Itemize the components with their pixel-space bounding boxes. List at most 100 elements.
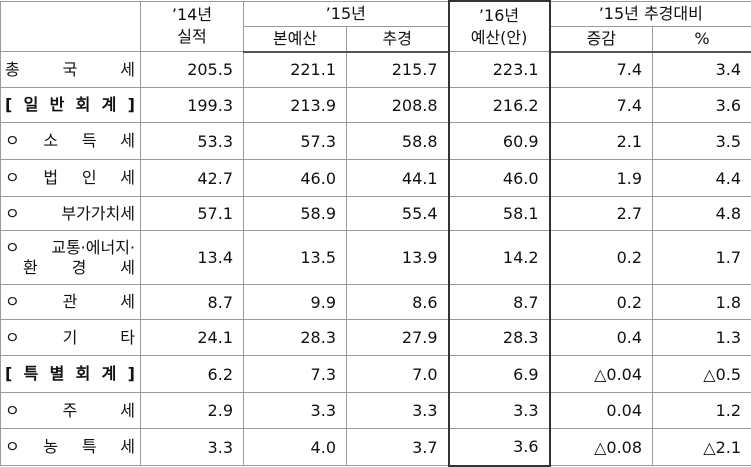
table-cell: 46.0 (244, 160, 347, 197)
label-line: ㅇ 소 득 세 (5, 131, 135, 151)
table-cell: 6.9 (449, 356, 550, 393)
table-cell: 42.7 (141, 160, 244, 197)
table-cell: 8.7 (141, 285, 244, 320)
table-cell: 221.1 (244, 52, 347, 88)
table-cell: 7.0 (347, 356, 449, 393)
table-cell: 3.3 (244, 393, 347, 429)
header-cell: ’15년 추경대비 (550, 1, 751, 26)
table-cell: 2.1 (550, 123, 653, 160)
header-cell: 추경 (347, 26, 449, 52)
table-cell: △0.5 (653, 356, 751, 393)
table-cell: 46.0 (449, 160, 550, 197)
table-cell: 7.4 (550, 52, 653, 88)
table-cell: 3.5 (653, 123, 751, 160)
table-cell: 44.1 (347, 160, 449, 197)
table-cell: 1.9 (550, 160, 653, 197)
header-blank (1, 1, 141, 52)
header-text: ’14년 (141, 4, 243, 26)
table-cell: 223.1 (449, 52, 550, 88)
table-cell: 0.2 (550, 231, 653, 285)
table-cell: 58.8 (347, 123, 449, 160)
table-cell: 1.3 (653, 320, 751, 356)
label-line: ㅇ 농 특 세 (5, 437, 135, 457)
table-cell: 205.5 (141, 52, 244, 88)
table-cell: 13.5 (244, 231, 347, 285)
label-line: ㅇ 교통·에너지· (5, 238, 135, 258)
row-label: ㅇ 기 타 (1, 320, 141, 356)
table-cell: 28.3 (244, 320, 347, 356)
table-cell: 3.3 (141, 429, 244, 466)
table-cell: 8.6 (347, 285, 449, 320)
header-cell: % (653, 26, 751, 52)
table-cell: △0.08 (550, 429, 653, 466)
row-label: 총 국 세 (1, 52, 141, 88)
label-line: ㅇ 주 세 (5, 401, 135, 421)
table-cell: 208.8 (347, 88, 449, 123)
label-line: 총 국 세 (5, 60, 135, 80)
label-line: ㅇ 기 타 (5, 328, 135, 348)
table-cell: 7.4 (550, 88, 653, 123)
table-cell: △2.1 (653, 429, 751, 466)
table-cell: 3.4 (653, 52, 751, 88)
table-cell: 58.1 (449, 197, 550, 231)
table-cell: 4.0 (244, 429, 347, 466)
table-cell: 1.2 (653, 393, 751, 429)
table-cell: 28.3 (449, 320, 550, 356)
table-cell: 6.2 (141, 356, 244, 393)
table-cell: 3.3 (347, 393, 449, 429)
table-cell: 1.7 (653, 231, 751, 285)
header-cell: ’15년 (244, 1, 449, 26)
label-line: ㅇ 관 세 (5, 292, 135, 312)
table-cell: 7.3 (244, 356, 347, 393)
table-cell: 55.4 (347, 197, 449, 231)
table-cell: 1.8 (653, 285, 751, 320)
row-label: ㅇ 주 세 (1, 393, 141, 429)
header-text: ’16년 (450, 5, 549, 27)
table-cell: 58.9 (244, 197, 347, 231)
table-cell: 13.4 (141, 231, 244, 285)
table-cell: 27.9 (347, 320, 449, 356)
label-line: [ 특 별 회 계 ] (5, 364, 135, 384)
label-line: ㅇ 법 인 세 (5, 168, 135, 188)
header-text: 실적 (141, 26, 243, 48)
table-cell: 60.9 (449, 123, 550, 160)
table-cell: 57.3 (244, 123, 347, 160)
table-cell: 3.7 (347, 429, 449, 466)
table-cell: △0.04 (550, 356, 653, 393)
table-cell: 2.9 (141, 393, 244, 429)
table-cell: 199.3 (141, 88, 244, 123)
table-cell: 14.2 (449, 231, 550, 285)
table-cell: 216.2 (449, 88, 550, 123)
table-cell: 213.9 (244, 88, 347, 123)
table-cell: 24.1 (141, 320, 244, 356)
table-cell: 4.4 (653, 160, 751, 197)
row-label: ㅇ 교통·에너지·환 경 세 (1, 231, 141, 285)
table-cell: 3.6 (449, 429, 550, 466)
table-cell: 0.2 (550, 285, 653, 320)
table-cell: 215.7 (347, 52, 449, 88)
label-line: [ 일 반 회 계 ] (5, 95, 135, 115)
table-cell: 3.6 (653, 88, 751, 123)
table-cell: 2.7 (550, 197, 653, 231)
row-label: ㅇ 관 세 (1, 285, 141, 320)
label-line: ㅇ 부가가치세 (5, 204, 135, 224)
table-cell: 0.04 (550, 393, 653, 429)
row-label: ㅇ 소 득 세 (1, 123, 141, 160)
header-text: 예산(안) (450, 27, 549, 49)
table-cell: 3.3 (449, 393, 550, 429)
